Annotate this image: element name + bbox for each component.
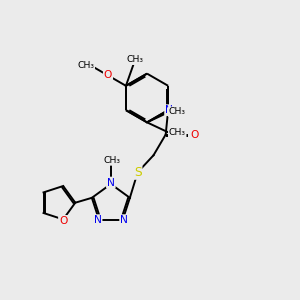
Text: CH₃: CH₃ (126, 55, 143, 64)
Text: S: S (134, 166, 142, 179)
Text: CH₃: CH₃ (104, 156, 121, 165)
Text: O: O (104, 70, 112, 80)
Text: O: O (190, 130, 198, 140)
Text: O: O (104, 70, 112, 80)
Text: CH₃: CH₃ (77, 61, 94, 70)
Text: CH₃: CH₃ (169, 128, 186, 137)
Text: O: O (59, 216, 67, 226)
Text: N: N (94, 215, 102, 225)
Text: N: N (120, 215, 128, 225)
Text: N: N (107, 178, 115, 188)
Text: CH₃: CH₃ (169, 107, 186, 116)
Text: N: N (165, 105, 173, 115)
